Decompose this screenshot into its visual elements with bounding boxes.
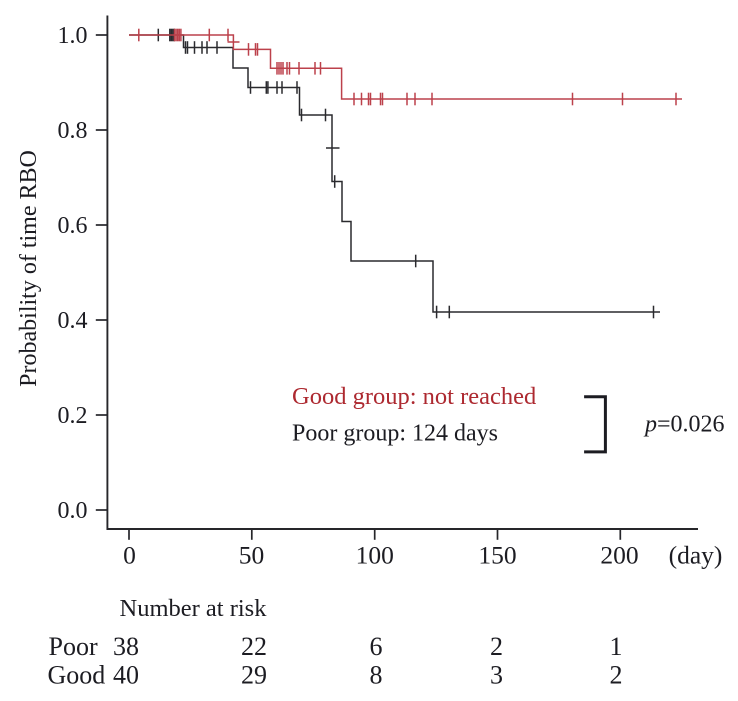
- svg-text:2: 2: [610, 661, 623, 690]
- svg-text:0.8: 0.8: [58, 118, 88, 144]
- svg-text:p=0.026: p=0.026: [643, 412, 725, 438]
- svg-text:Poor: Poor: [49, 632, 98, 661]
- svg-text:1.0: 1.0: [58, 23, 88, 49]
- svg-text:Number at risk: Number at risk: [120, 595, 268, 622]
- svg-text:200: 200: [600, 541, 638, 570]
- svg-text:(day): (day): [669, 541, 723, 570]
- svg-text:40: 40: [113, 661, 139, 690]
- svg-text:0.0: 0.0: [58, 498, 88, 524]
- svg-text:22: 22: [241, 632, 267, 661]
- svg-text:2: 2: [490, 632, 503, 661]
- svg-text:3: 3: [490, 661, 503, 690]
- svg-text:Probability of time RBO: Probability of time RBO: [16, 150, 42, 387]
- svg-text:0: 0: [123, 541, 136, 570]
- svg-text:0.6: 0.6: [58, 213, 88, 239]
- svg-text:0.2: 0.2: [58, 403, 88, 429]
- svg-text:Good: Good: [48, 661, 106, 690]
- svg-text:38: 38: [113, 632, 139, 661]
- svg-text:8: 8: [370, 661, 383, 690]
- svg-text:Poor group: 124 days: Poor group: 124 days: [292, 421, 498, 447]
- svg-text:6: 6: [370, 632, 383, 661]
- svg-text:29: 29: [241, 661, 267, 690]
- svg-text:50: 50: [239, 541, 265, 570]
- svg-text:Good group: not reached: Good group: not reached: [292, 383, 536, 410]
- svg-text:100: 100: [356, 541, 394, 570]
- svg-text:150: 150: [478, 541, 516, 570]
- svg-text:1: 1: [610, 632, 623, 661]
- svg-text:0.4: 0.4: [58, 308, 88, 334]
